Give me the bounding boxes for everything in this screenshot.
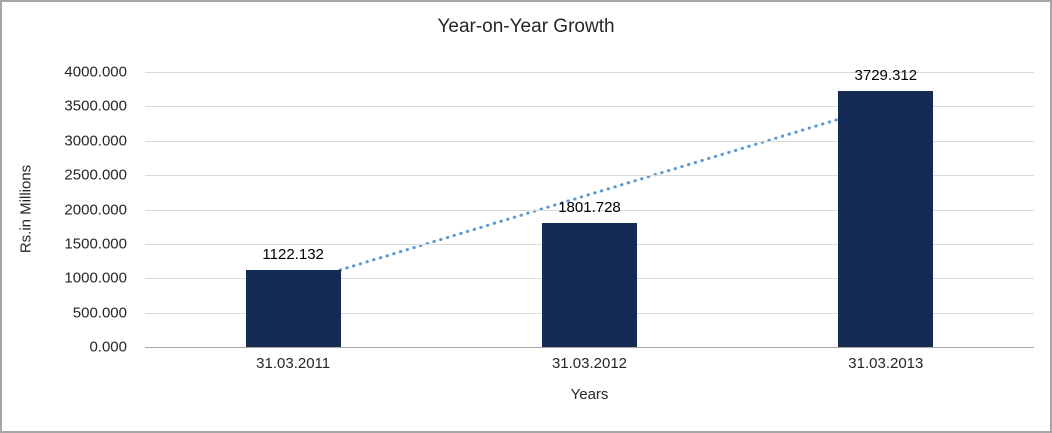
y-tick-label: 3500.000 xyxy=(64,97,127,115)
x-axis-ticks: 31.03.2011 31.03.2012 31.03.2013 xyxy=(145,355,1034,375)
y-tick-label: 2000.000 xyxy=(64,201,127,218)
y-tick-label: 1000.000 xyxy=(64,269,127,287)
trendline xyxy=(291,103,888,286)
y-tick-label: 1500.000 xyxy=(64,235,127,253)
bar-31.03.2012 xyxy=(542,223,637,347)
gridline xyxy=(145,209,1034,211)
gridline xyxy=(145,106,1034,108)
bar-31.03.2013 xyxy=(838,90,934,347)
y-tick-label: 0.000 xyxy=(89,338,127,356)
x-axis-title: Years xyxy=(570,386,609,403)
gridline xyxy=(145,140,1034,142)
x-tick-label: 31.03.2012 xyxy=(551,355,628,372)
plot-area: 1122.132 1801.728 3729.312 xyxy=(145,67,1034,348)
y-tick-label: 4000.000 xyxy=(64,63,127,81)
y-tick-label: 3000.000 xyxy=(64,132,127,150)
gridline xyxy=(145,72,1034,73)
chart-title: Year-on-Year Growth xyxy=(437,16,615,37)
x-tick-label: 31.03.2011 xyxy=(256,355,331,372)
bar-31.03.2011 xyxy=(245,269,341,347)
value-label: 1801.728 xyxy=(558,199,621,217)
gridline xyxy=(145,175,1034,177)
x-tick-label: 31.03.2013 xyxy=(848,355,924,372)
value-label: 3729.312 xyxy=(854,66,918,84)
y-tick-label: 2500.000 xyxy=(64,166,127,184)
trendline-layer xyxy=(291,103,888,286)
value-label: 1122.132 xyxy=(262,245,324,263)
y-axis-ticks: 0.000 500.000 1000.000 1500.000 2000.000 2500… xyxy=(2,64,135,356)
y-tick-label: 500.000 xyxy=(72,304,127,322)
